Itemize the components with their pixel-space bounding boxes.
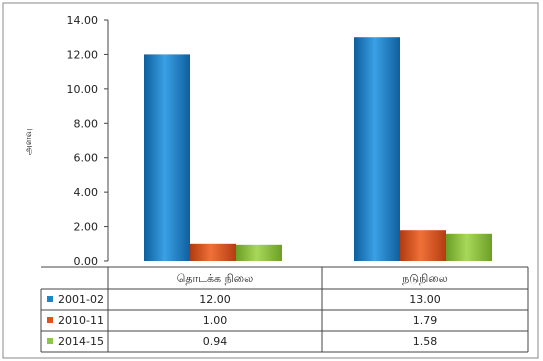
chart-frame (2, 2, 539, 359)
y-tick-label: 4.00 (74, 186, 99, 199)
bars (144, 37, 492, 262)
y-tick-label: 14.00 (67, 14, 99, 27)
legend-swatch-2001-02 (47, 296, 53, 302)
y-tick-label: 8.00 (74, 117, 99, 130)
bar-2001-02-1 (144, 54, 190, 262)
bar-2001-02-2 (354, 37, 400, 262)
y-tick-label: 12.00 (67, 48, 99, 61)
y-tick-label: 10.00 (67, 83, 99, 96)
bar-2014-15-1 (236, 244, 282, 261)
data-table: தொடக்க நிலை நடுநிலை 2001-02 12.00 13.00 … (40, 266, 529, 353)
legend-label: 2001-02 (58, 293, 104, 306)
legend-swatch-2014-15 (47, 338, 53, 344)
data-cell: 12.00 (199, 293, 231, 306)
category-label: தொடக்க நிலை (177, 272, 253, 285)
y-axis-label: அளவு (24, 129, 34, 156)
y-tick-label: 2.00 (74, 221, 99, 234)
data-cell: 1.79 (413, 314, 438, 327)
data-cell: 1.00 (203, 314, 228, 327)
bar-2010-11-1 (190, 243, 236, 261)
y-axis: 0.00 2.00 4.00 6.00 8.00 10.00 12.00 14.00 (67, 14, 109, 268)
y-tick-label: 0.00 (74, 255, 99, 268)
data-cell: 13.00 (409, 293, 441, 306)
y-tick-label: 6.00 (74, 152, 99, 165)
legend-label: 2014-15 (58, 335, 104, 348)
legend-swatch-2010-11 (47, 317, 53, 323)
data-cell: 0.94 (203, 335, 228, 348)
data-cell: 1.58 (413, 335, 438, 348)
bar-2010-11-2 (400, 230, 446, 261)
category-label: நடுநிலை (402, 272, 448, 285)
legend-label: 2010-11 (58, 314, 104, 327)
bar-2014-15-2 (446, 233, 492, 261)
